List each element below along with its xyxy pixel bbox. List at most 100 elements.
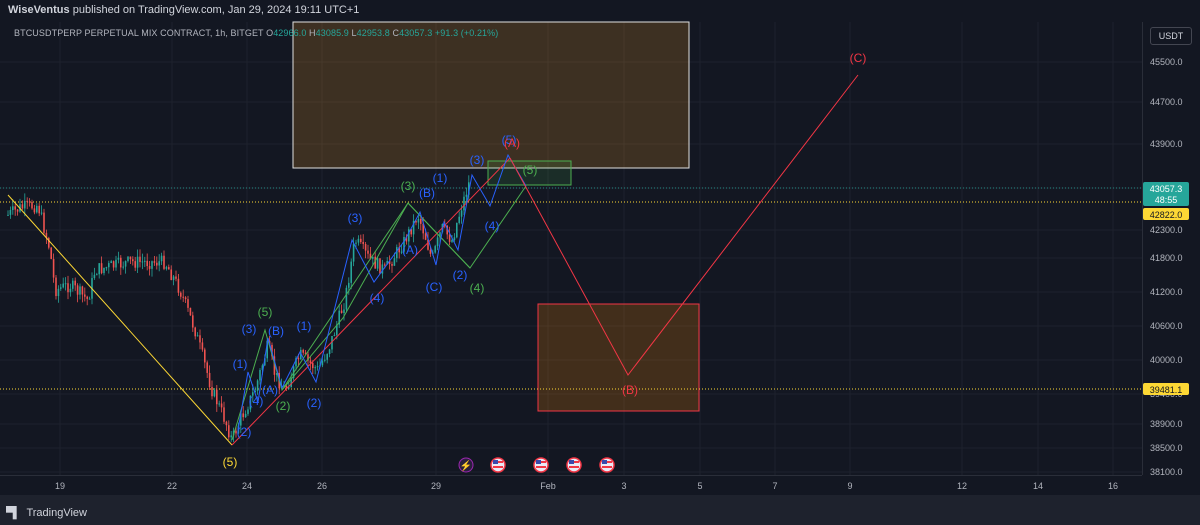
candle-body <box>410 229 412 235</box>
candle-body <box>28 201 31 203</box>
x-tick-label: 26 <box>317 481 327 491</box>
candle-body <box>24 200 26 209</box>
candle-body <box>158 261 160 266</box>
candle-body <box>50 247 52 259</box>
candle-body <box>295 358 297 367</box>
candle-body <box>458 216 460 223</box>
candle-body <box>254 390 256 393</box>
candle-body <box>355 242 357 244</box>
x-tick-label: 29 <box>431 481 441 491</box>
candle-body <box>345 287 348 310</box>
ticker-symbol[interactable]: BTCUSDTPERP PERPETUAL MIX CONTRACT, 1h, … <box>14 28 264 38</box>
resistance-zone <box>292 21 690 169</box>
candle-body <box>228 425 230 438</box>
us-flag-stripe <box>602 466 612 468</box>
wave-lines <box>7 74 859 446</box>
candle-body <box>192 315 194 328</box>
y-tick-label: 42300.0 <box>1150 225 1183 235</box>
candle-body <box>314 367 316 369</box>
x-axis[interactable] <box>0 475 1142 496</box>
us-flag-stripe <box>569 466 579 468</box>
candle-body <box>14 206 16 210</box>
level-upper-label: 42822.0 <box>1143 208 1189 220</box>
candle-body <box>177 278 180 293</box>
candle-body <box>302 349 304 353</box>
y-tick-label: 45500.0 <box>1150 57 1183 67</box>
y-axis[interactable] <box>1142 22 1200 475</box>
candle-body <box>52 258 55 278</box>
us-flag-canton <box>493 460 498 464</box>
candle-body <box>115 259 117 268</box>
candle-body <box>316 366 319 368</box>
candle-body <box>374 256 376 269</box>
x-tick-label: 19 <box>55 481 65 491</box>
candle-body <box>79 286 81 295</box>
candle-body <box>340 310 343 314</box>
currency-button[interactable]: USDT <box>1150 27 1192 45</box>
candle-body <box>208 372 211 387</box>
wave-label: (A) <box>402 243 418 257</box>
candle-body <box>400 251 403 253</box>
x-tick-label: 14 <box>1033 481 1043 491</box>
chart-area[interactable] <box>0 22 1142 475</box>
candle-body <box>429 249 432 254</box>
candle-body <box>261 365 264 371</box>
candle-body <box>103 267 105 274</box>
candle-body <box>112 261 115 268</box>
candle-body <box>48 237 50 248</box>
candle-body <box>324 359 326 361</box>
event-icons: ⚡ <box>458 457 615 473</box>
candle-body <box>57 288 60 297</box>
candle-body <box>451 240 453 242</box>
candle-body <box>187 299 189 308</box>
candle-body <box>196 335 199 337</box>
candle-body <box>213 389 216 397</box>
chart-grid <box>0 22 1142 475</box>
x-tick-label: 16 <box>1108 481 1118 491</box>
candle-body <box>105 267 108 269</box>
close-label: C <box>392 28 400 38</box>
candle-body <box>446 225 448 235</box>
candle-body <box>396 247 398 259</box>
wave-label: (3) <box>470 153 485 167</box>
wave-label: (2) <box>307 396 322 410</box>
candle-body <box>288 387 290 389</box>
wave-label: (2) <box>237 425 252 439</box>
candle-body <box>249 395 252 410</box>
wave-label: (1) <box>233 357 248 371</box>
candle-body <box>7 214 9 216</box>
us-flag-icon <box>566 457 582 473</box>
us-flag-canton <box>536 460 541 464</box>
candle-body <box>343 309 345 314</box>
candle-body <box>199 335 201 343</box>
candle-body <box>168 267 170 270</box>
candle-body <box>408 229 410 242</box>
us-flag-icon <box>533 457 549 473</box>
candle-body <box>21 204 24 209</box>
candle-body <box>76 285 79 295</box>
candle-body <box>160 255 163 262</box>
x-tick-label: 12 <box>957 481 967 491</box>
candle-body <box>434 246 436 253</box>
change-value: +91.3 (+0.21%) <box>434 28 499 38</box>
wave-label: (B) <box>268 324 284 338</box>
candle-body <box>372 256 374 259</box>
wave-label: (5) <box>258 305 273 319</box>
candle-body <box>415 220 417 223</box>
tradingview-brand[interactable]: ▀▌ TradingView <box>6 507 87 519</box>
wave-label: (A) <box>504 136 520 150</box>
wave-label: (3) <box>242 322 257 336</box>
y-tick-label: 41800.0 <box>1150 253 1183 263</box>
flash-icon: ⚡ <box>458 457 474 473</box>
candle-body <box>43 212 45 233</box>
wave-label: (B) <box>622 383 638 397</box>
author-name[interactable]: WiseVentus <box>8 4 70 16</box>
wave-labels: (5)(2)(4)(1)(3)(5)(B)(A)(2) (2)(1)(3)(4)(… <box>223 51 867 469</box>
candle-body <box>153 261 156 263</box>
candle-body <box>244 413 247 418</box>
candle-body <box>9 210 12 215</box>
candle-body <box>304 352 307 355</box>
last-price-value: 43057.3 <box>1150 184 1183 194</box>
candle-body <box>386 260 388 265</box>
